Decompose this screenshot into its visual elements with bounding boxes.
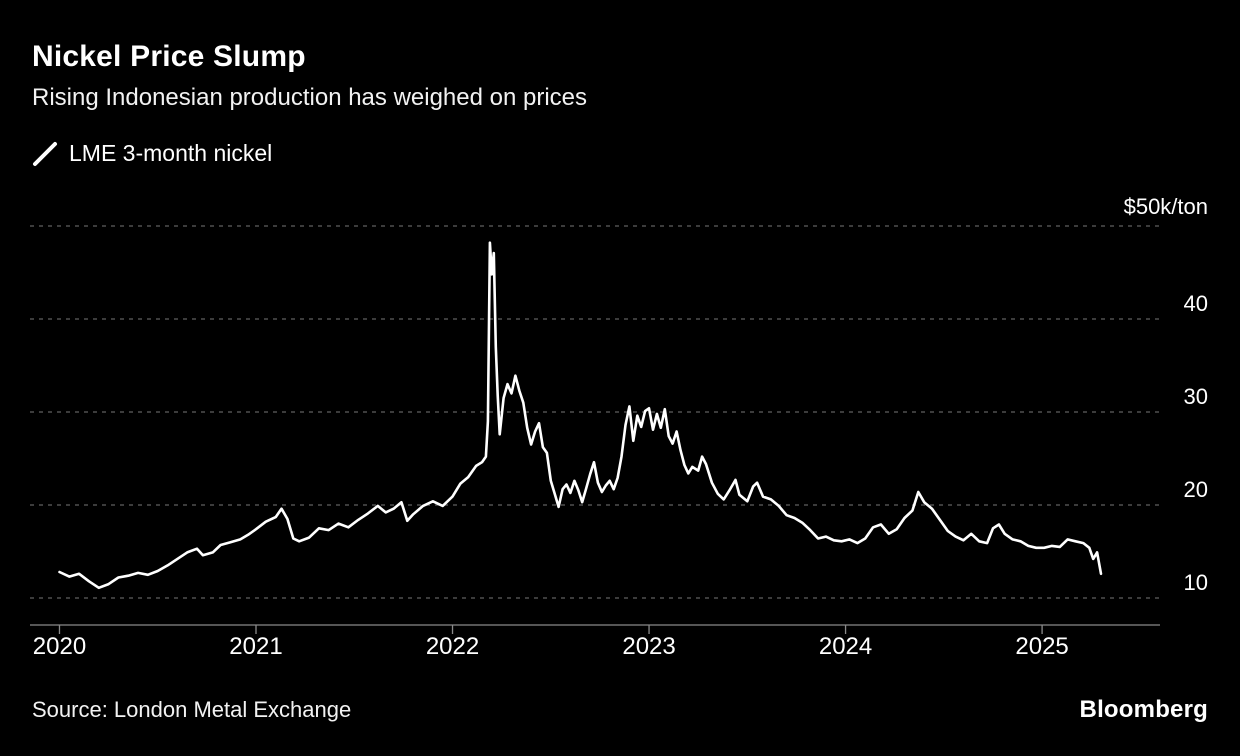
x-axis-label-2024: 2024 <box>819 633 872 660</box>
y-axis-tick-label-20: 20 <box>1184 477 1208 502</box>
chart-title: Nickel Price Slump <box>32 40 306 73</box>
y-axis-unit-label: $50k/ton <box>1124 194 1208 219</box>
x-axis-label-2021: 2021 <box>229 633 282 660</box>
chart-legend: LME 3-month nickel <box>32 140 272 167</box>
chart-subtitle: Rising Indonesian production has weighed… <box>32 84 588 111</box>
source-label: Source: London Metal Exchange <box>32 697 352 722</box>
x-axis-label-2022: 2022 <box>426 633 479 660</box>
x-axis-label-2020: 2020 <box>33 633 86 660</box>
bloomberg-logo: Bloomberg <box>1079 696 1208 723</box>
x-axis-label-2023: 2023 <box>622 633 675 660</box>
y-axis-tick-label-30: 30 <box>1184 384 1208 409</box>
y-axis-tick-label-10: 10 <box>1184 570 1208 595</box>
price-chart-svg: 10 20 30 40 $50k/ton 2020 2021 2022 2023 2024 2025 <box>30 194 1208 660</box>
legend-series-label: LME 3-month nickel <box>69 140 273 166</box>
price-line-series <box>58 241 1103 590</box>
price-chart: 10 20 30 40 $50k/ton 2020 2021 2022 2023 2024 2025 <box>0 178 1240 664</box>
x-axis-label-2025: 2025 <box>1015 633 1068 660</box>
line-series-marker-icon <box>33 141 57 166</box>
chart-footer: Source: London Metal Exchange Bloomberg <box>0 696 1240 724</box>
y-axis-tick-label-40: 40 <box>1184 291 1208 316</box>
